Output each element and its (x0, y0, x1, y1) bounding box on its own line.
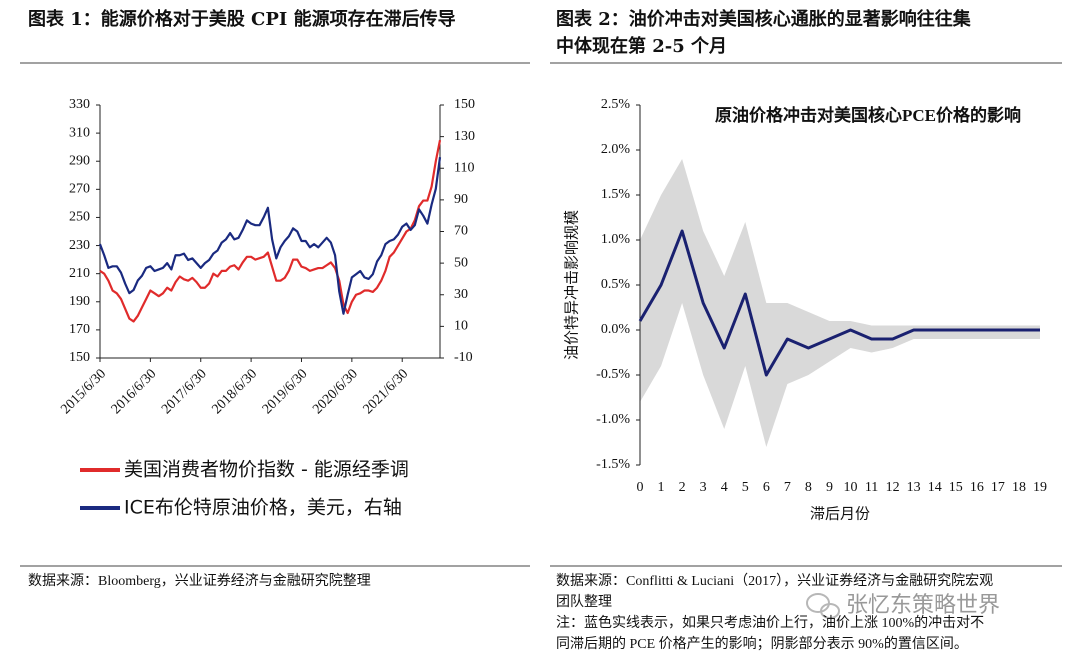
confidence-band (640, 159, 1040, 447)
y-tick-label: 290 (69, 153, 90, 168)
chart-title: 原油价格冲击对美国核心PCE价格的影响 (715, 105, 1021, 125)
x-tick-label: 4 (721, 480, 728, 495)
x-tick-label: 2 (679, 480, 686, 495)
y-tick-label: 2.5% (601, 97, 631, 112)
figure-title: 图表 1：能源价格对于美股 CPI 能源项存在滞后传导 (28, 8, 456, 30)
y2-tick-label: 30 (454, 287, 468, 302)
x-tick-label: 14 (928, 480, 942, 495)
x-tick-label: 2020/6/30 (310, 366, 361, 417)
y-tick-label: 190 (69, 294, 90, 309)
x-tick-label: 6 (763, 480, 770, 495)
y-axis-label: 油价特异冲击影响规模 (563, 210, 580, 360)
x-tick-label: 16 (970, 480, 984, 495)
x-tick-label: 11 (865, 480, 878, 495)
x-tick-label: 2021/6/30 (361, 366, 412, 417)
x-tick-label: 18 (1012, 480, 1026, 495)
y-tick-label: 1.0% (601, 232, 631, 247)
x-tick-label: 2018/6/30 (209, 366, 260, 417)
figure-title: 中体现在第 2-5 个月 (556, 35, 727, 57)
source: 数据来源：Conflitti & Luciani（2017），兴业证券经济与金融… (556, 573, 993, 589)
y-tick-label: 0.0% (601, 322, 631, 337)
watermark: 张忆东策略世界 (846, 593, 1000, 618)
y-tick-label: 330 (69, 97, 90, 112)
y-tick-label: 170 (69, 322, 90, 337)
y-tick-label: -1.5% (596, 457, 630, 472)
y-tick-label: 0.5% (601, 277, 631, 292)
x-tick-label: 5 (742, 480, 749, 495)
x-tick-label: 8 (805, 480, 812, 495)
y-tick-label: 1.5% (601, 187, 631, 202)
x-tick-label: 2019/6/30 (260, 366, 311, 417)
source: 数据来源：Bloomberg，兴业证券经济与金融研究院整理 (28, 573, 371, 589)
y-tick-label: 250 (69, 210, 90, 225)
y-tick-label: 210 (69, 266, 90, 281)
x-tick-label: 9 (826, 480, 833, 495)
watermark-icon (806, 593, 840, 619)
x-tick-label: 2015/6/30 (58, 366, 109, 417)
legend-label: 美国消费者物价指数 - 能源经季调 (124, 459, 409, 481)
y-tick-label: 230 (69, 238, 90, 253)
source: 同滞后期的 PCE 价格产生的影响；阴影部分表示 90%的置信区间。 (556, 636, 968, 652)
y2-tick-label: 50 (454, 255, 468, 270)
x-tick-label: 0 (637, 480, 644, 495)
x-tick-label: 2017/6/30 (159, 366, 210, 417)
x-tick-label: 10 (844, 480, 858, 495)
x-tick-label: 19 (1033, 480, 1047, 495)
series-line (98, 157, 442, 315)
y-tick-label: 270 (69, 182, 90, 197)
x-tick-label: 15 (949, 480, 963, 495)
y2-tick-label: 90 (454, 192, 468, 207)
x-tick-label: 2016/6/30 (109, 366, 160, 417)
x-axis-label: 滞后月份 (810, 505, 870, 522)
y-tick-label: 2.0% (601, 142, 631, 157)
source: 团队整理 (556, 594, 612, 610)
y2-tick-label: 70 (454, 224, 468, 239)
series-line (99, 139, 442, 323)
y2-tick-label: -10 (454, 350, 473, 365)
y-tick-label: 310 (69, 125, 90, 140)
source: 注：蓝色实线表示，如果只考虑油价上行，油价上涨 100%的冲击对不 (556, 614, 984, 631)
x-tick-label: 3 (700, 480, 707, 495)
y-tick-label: -0.5% (596, 367, 630, 382)
y2-tick-label: 130 (454, 129, 475, 144)
x-tick-label: 12 (886, 480, 900, 495)
x-tick-label: 1 (658, 480, 665, 495)
y2-tick-label: 10 (454, 319, 468, 334)
y-tick-label: 150 (69, 350, 90, 365)
figure-title: 图表 2：油价冲击对美国核心通胀的显著影响往往集 (556, 8, 972, 30)
y-tick-label: -1.0% (596, 412, 630, 427)
series-line (638, 229, 1040, 377)
x-tick-label: 13 (907, 480, 921, 495)
y2-tick-label: 110 (454, 160, 474, 175)
legend-label: ICE布伦特原油价格，美元，右轴 (124, 497, 402, 519)
y2-tick-label: 150 (454, 97, 475, 112)
x-tick-label: 17 (991, 480, 1005, 495)
x-tick-label: 7 (784, 480, 791, 495)
